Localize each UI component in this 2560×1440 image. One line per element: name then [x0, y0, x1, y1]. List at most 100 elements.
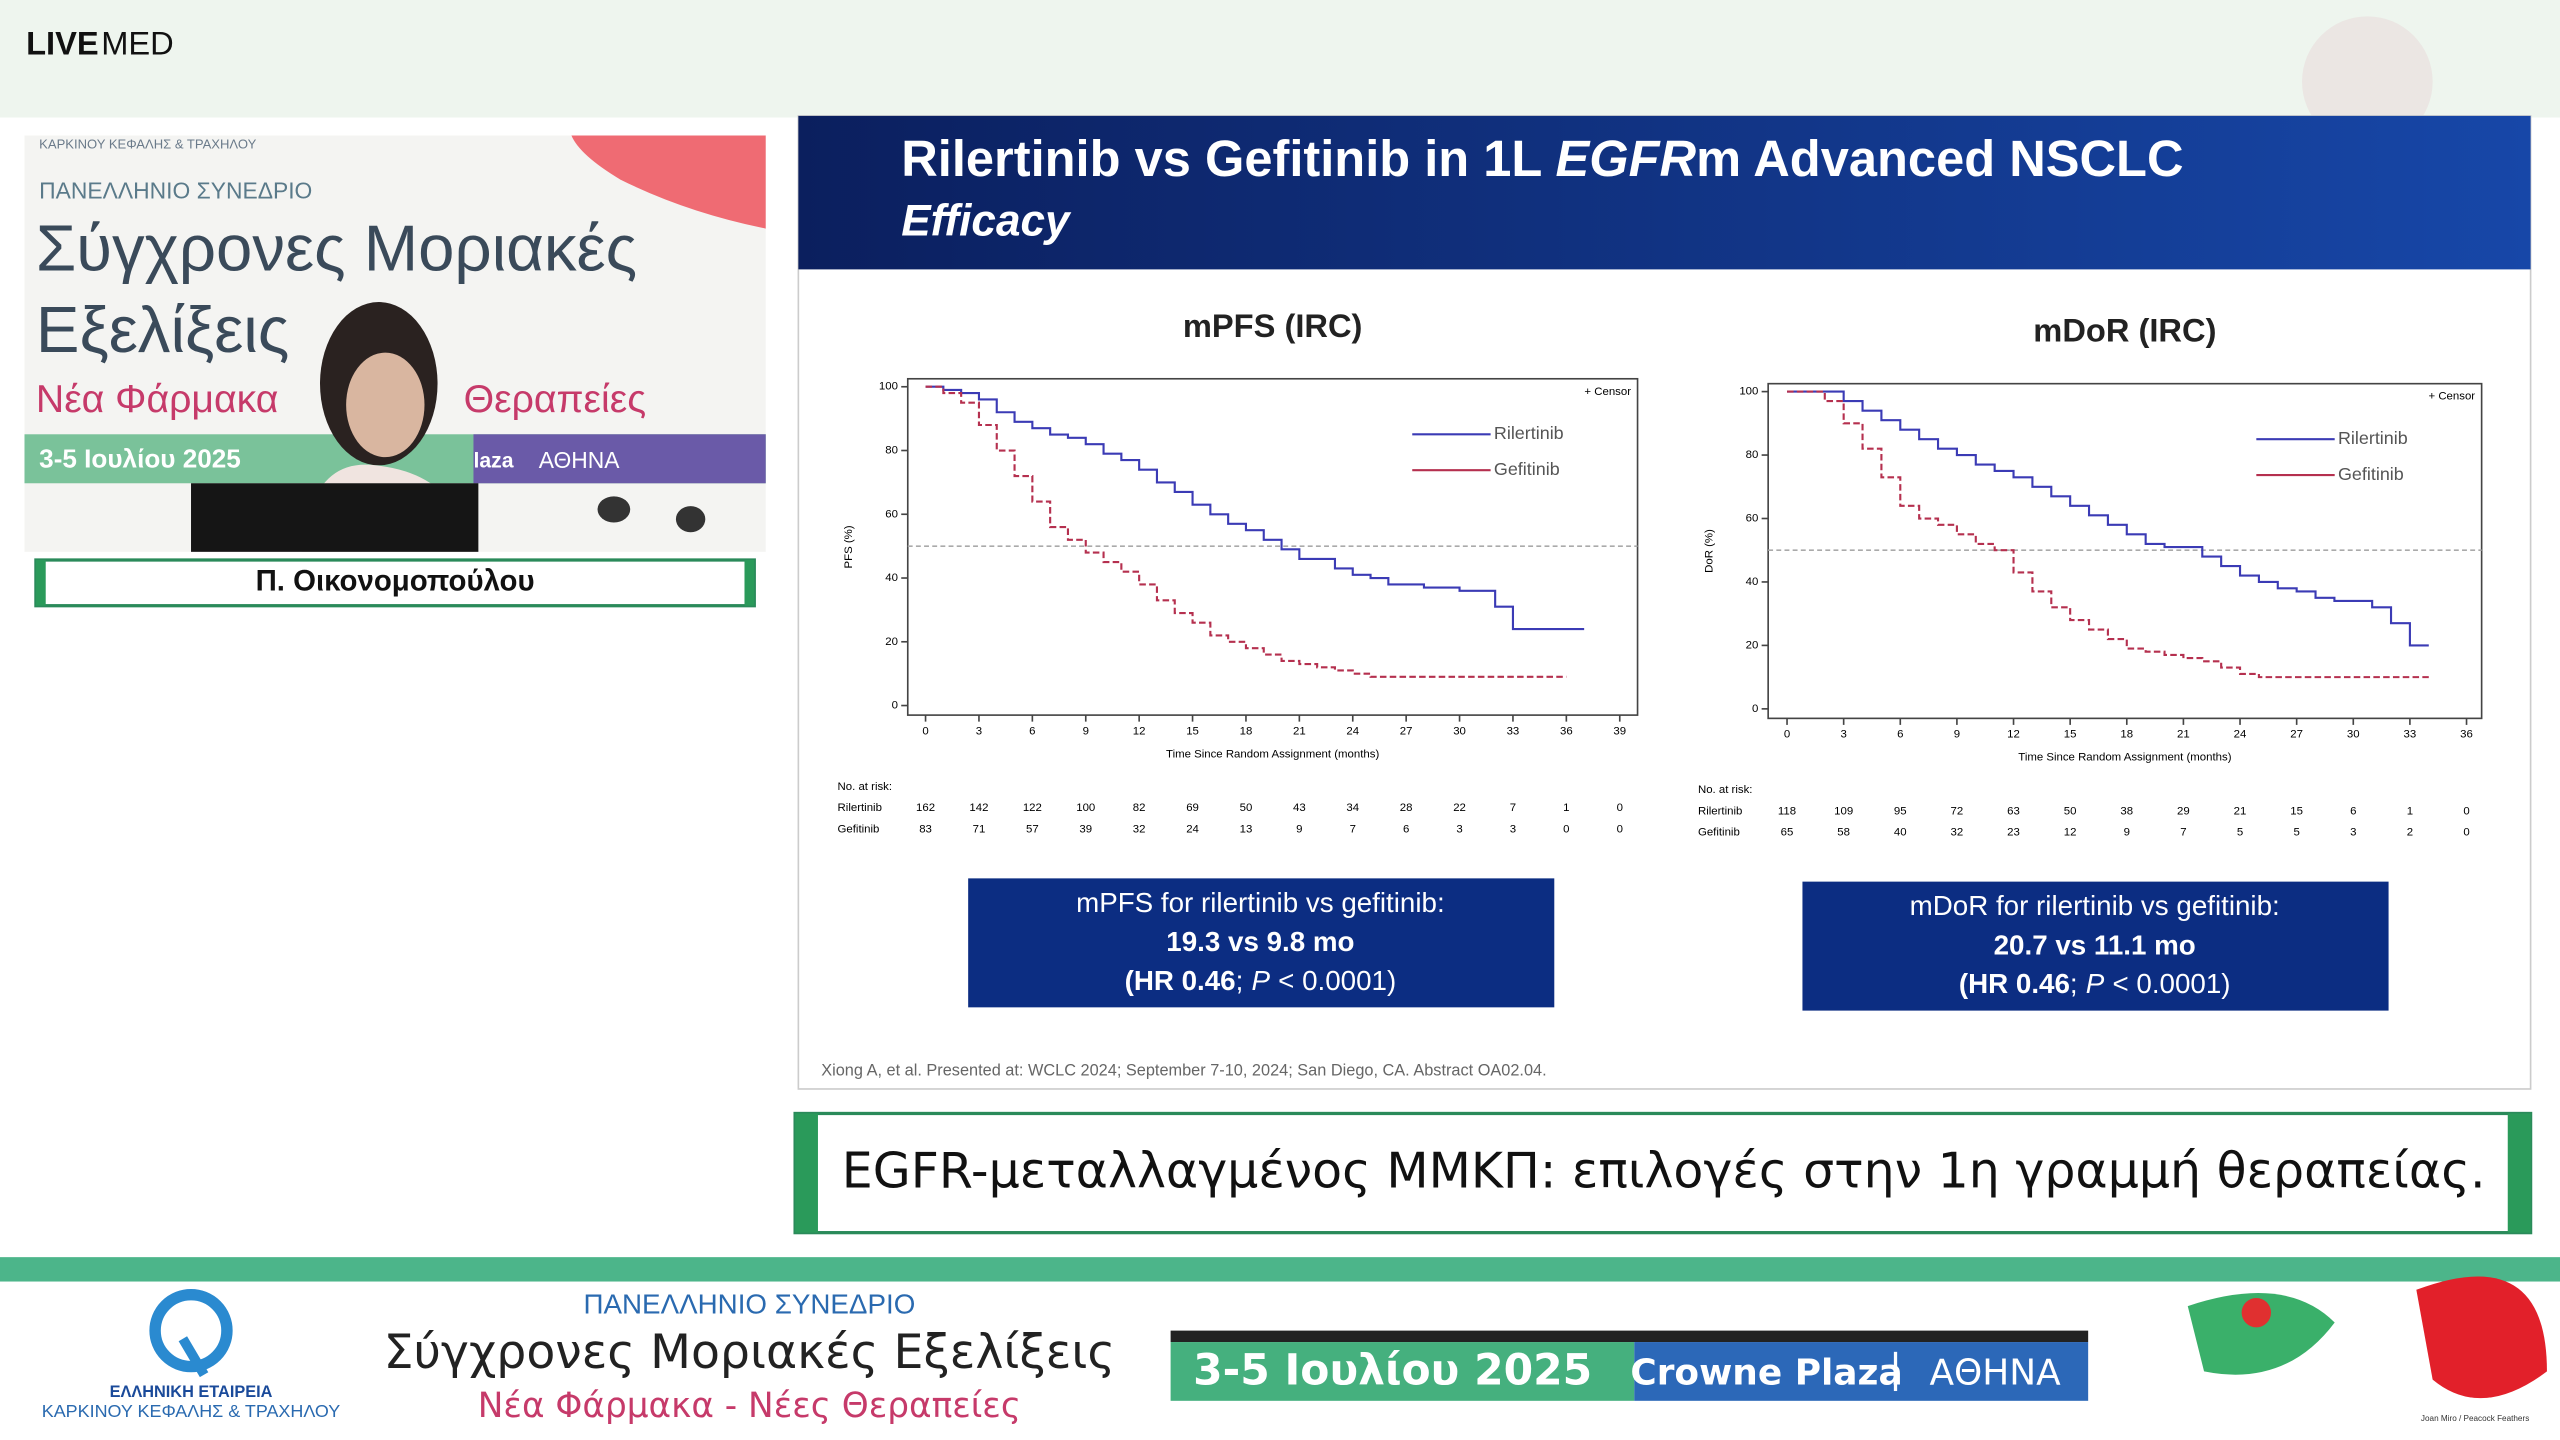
decor — [795, 1113, 818, 1233]
logo — [178, 1336, 209, 1378]
risk-value: 12 — [2064, 827, 2077, 839]
risk-value: 5 — [2293, 827, 2299, 839]
top-bar — [0, 0, 2560, 118]
y-tick-label: 0 — [1752, 703, 1758, 715]
sep: ; — [2070, 968, 2078, 999]
society: ΕΛΛΗΝΙΚΗ ΕΤΑΙΡΕΙΑ — [110, 1383, 273, 1401]
x-axis-label: Time Since Random Assignment (months) — [1166, 748, 1379, 760]
x-tick-label: 33 — [1507, 725, 1520, 737]
risk-value: 13 — [1240, 823, 1253, 835]
y-axis-label: PFS (%) — [843, 525, 855, 568]
risk-value: 9 — [1296, 823, 1302, 835]
chart-title: mDoR (IRC) — [2033, 312, 2216, 349]
video-title3a: Νέα Φάρμακα — [36, 378, 278, 421]
caption: EGFR-μεταλλαγμένος ΜΜΚΠ: επιλογές στην 1… — [842, 1142, 2486, 1199]
citation: Xiong A, et al. Presented at: WCLC 2024;… — [821, 1061, 1546, 1079]
decor — [2302, 16, 2433, 147]
society: ΚΑΡΚΙΝΟΥ ΚΕΦΑΛΗΣ & ΤΡΑΧΗΛΟΥ — [42, 1401, 341, 1421]
risk-value: 32 — [1951, 827, 1964, 839]
legend-label: Gefitinib — [2338, 464, 2404, 484]
risk-value: 109 — [1834, 805, 1853, 817]
risk-value: 0 — [2463, 827, 2469, 839]
risk-value: 65 — [1781, 827, 1794, 839]
p-value: < 0.0001) — [2112, 968, 2230, 999]
risk-value: 39 — [1079, 823, 1092, 835]
brand-live: LIVE — [26, 24, 99, 61]
video-band2 — [473, 434, 766, 484]
risk-value: 6 — [1403, 823, 1409, 835]
y-tick-label: 20 — [885, 636, 898, 648]
risk-value: 122 — [1023, 802, 1042, 814]
risk-value: 72 — [1951, 805, 1964, 817]
y-tick-label: 40 — [885, 572, 898, 584]
risk-label: Rilertinib — [838, 802, 882, 814]
risk-value: 58 — [1837, 827, 1850, 839]
title-part: Rilertinib vs Gefitinib in 1L — [901, 131, 1555, 188]
x-tick-label: 12 — [2007, 729, 2020, 741]
y-tick-label: 60 — [885, 508, 898, 520]
logo — [149, 1288, 233, 1373]
risk-value: 0 — [1617, 802, 1623, 814]
x-tick-label: 30 — [1453, 725, 1466, 737]
x-tick-label: 21 — [1293, 725, 1306, 737]
x-tick-label: 18 — [1240, 725, 1253, 737]
risk-value: 23 — [2007, 827, 2020, 839]
art — [2187, 1293, 2335, 1375]
y-tick-label: 20 — [1746, 639, 1759, 651]
x-tick-label: 0 — [922, 725, 928, 737]
risk-value: 38 — [2120, 805, 2133, 817]
risk-value: 50 — [2064, 805, 2077, 817]
km-curve — [1787, 390, 2429, 647]
summary-line: 20.7 vs 11.1 mo — [1994, 929, 2196, 960]
y-tick-label: 0 — [892, 700, 898, 712]
decor — [2507, 1113, 2531, 1233]
summary-bg — [968, 878, 1555, 1008]
summary-bg — [1802, 881, 2389, 1011]
risk-title: No. at risk: — [838, 781, 893, 793]
summary-line: (HR 0.46; P < 0.0001) — [1959, 968, 2231, 999]
speaker-bar — [34, 558, 756, 608]
risk-label: Rilertinib — [1698, 805, 1742, 817]
footer-venue: Crowne Plaza — [1630, 1353, 1902, 1394]
risk-value: 63 — [2007, 805, 2020, 817]
video-title3b: Θεραπείες — [464, 378, 646, 421]
summary-line: 19.3 vs 9.8 mo — [1166, 926, 1354, 957]
km-curve — [925, 385, 1585, 631]
x-tick-label: 36 — [2460, 729, 2473, 741]
risk-value: 57 — [1026, 823, 1039, 835]
separator — [1893, 1351, 1898, 1392]
risk-value: 21 — [2234, 805, 2247, 817]
decor — [744, 560, 755, 606]
summary-box: mPFS for rilertinib vs gefitinib: 19.3 v… — [968, 878, 1555, 1008]
risk-value: 6 — [2350, 805, 2356, 817]
risk-value: 2 — [2407, 827, 2413, 839]
km-curve — [1787, 390, 2429, 679]
summary-line: (HR 0.46; P < 0.0001) — [1125, 965, 1397, 996]
p-value: < 0.0001) — [1278, 965, 1396, 996]
x-tick-label: 3 — [976, 725, 982, 737]
p: P — [1252, 965, 1271, 996]
laptop — [191, 483, 479, 552]
video-title2: Εξελίξεις — [36, 293, 289, 366]
censor-legend: + Censor — [1584, 386, 1631, 398]
risk-title: No. at risk: — [1698, 784, 1753, 796]
x-tick-label: 27 — [1400, 725, 1413, 737]
art — [2416, 1276, 2547, 1399]
footer-dates: 3-5 Ιουλίου 2025 — [1193, 1347, 1592, 1396]
legend-label: Rilertinib — [1494, 423, 1564, 443]
legend-label: Rilertinib — [2338, 428, 2408, 448]
risk-value: 118 — [1778, 805, 1796, 817]
art-credit: Joan Miro / Peacock Feathers — [2421, 1414, 2529, 1423]
risk-value: 34 — [1346, 802, 1359, 814]
hr: (HR 0.46 — [1959, 968, 2070, 999]
x-tick-label: 3 — [1840, 729, 1846, 741]
x-tick-label: 0 — [1784, 729, 1790, 741]
y-tick-label: 60 — [1746, 513, 1759, 525]
risk-value: 95 — [1894, 805, 1907, 817]
x-tick-label: 27 — [2290, 729, 2303, 741]
risk-label: Gefitinib — [1698, 827, 1740, 839]
title-part: EGFR — [1555, 131, 1696, 188]
x-tick-label: 15 — [1186, 725, 1199, 737]
